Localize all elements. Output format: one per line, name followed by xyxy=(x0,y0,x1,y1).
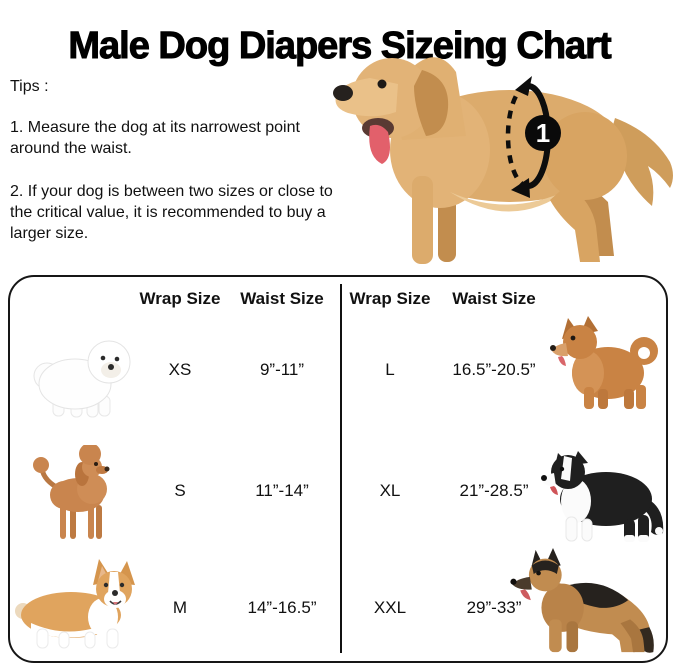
tips-heading: Tips : xyxy=(10,78,49,95)
wrap-size-xxl: XXL xyxy=(373,598,407,617)
toy-poodle-image xyxy=(33,445,110,539)
header-waist-size-left: Waist Size xyxy=(240,289,324,308)
waist-size-xl: 21”-28.5” xyxy=(459,481,529,500)
dog-tail xyxy=(610,118,673,206)
wrap-size-xl: XL xyxy=(379,481,401,500)
size-table: Wrap Size Waist Size Wrap Size Waist Siz… xyxy=(8,275,668,663)
golden-retriever-image: 1 xyxy=(333,57,673,264)
dog-eye xyxy=(377,79,387,89)
header-waist-size-right: Waist Size xyxy=(452,289,536,308)
page-title: Male Dog Diapers Sizeing Chart xyxy=(68,25,612,68)
waist-size-l: 16.5”-20.5” xyxy=(452,360,536,379)
tip-between-sizes: 2. If your dog is between two sizes or c… xyxy=(10,183,333,242)
border-collie-image xyxy=(541,451,664,542)
wrap-size-l: L xyxy=(385,360,395,379)
waist-size-s: 11”-14” xyxy=(255,481,309,500)
german-shepherd-image xyxy=(510,548,654,653)
measurement-step-number: 1 xyxy=(536,118,550,148)
bichon-frise-image xyxy=(33,340,131,418)
table-column-divider xyxy=(340,284,342,653)
wrap-size-s: S xyxy=(174,481,186,500)
corgi-image xyxy=(15,559,135,649)
tip-measure-waist: 1. Measure the dog at its narrowest poin… xyxy=(10,119,300,157)
dog-nose xyxy=(333,85,353,101)
wrap-size-m: M xyxy=(172,598,188,617)
measurement-step-badge xyxy=(525,115,561,151)
tips-section: Tips : 1. Measure the dog at its narrowe… xyxy=(10,76,342,266)
shiba-inu-image xyxy=(550,316,658,409)
waist-size-xxl: 29”-33” xyxy=(466,598,522,617)
header-wrap-size-right: Wrap Size xyxy=(349,289,431,308)
measure-arrowhead-bottom xyxy=(511,178,530,198)
wrap-size-xs: XS xyxy=(168,360,192,379)
waist-size-m: 14”-16.5” xyxy=(247,598,317,617)
dog-tongue xyxy=(369,124,390,164)
waist-size-xs: 9”-11” xyxy=(259,360,305,379)
measure-arrowhead-top xyxy=(515,76,532,96)
header-wrap-size-left: Wrap Size xyxy=(139,289,221,308)
dog-ear xyxy=(414,70,449,136)
